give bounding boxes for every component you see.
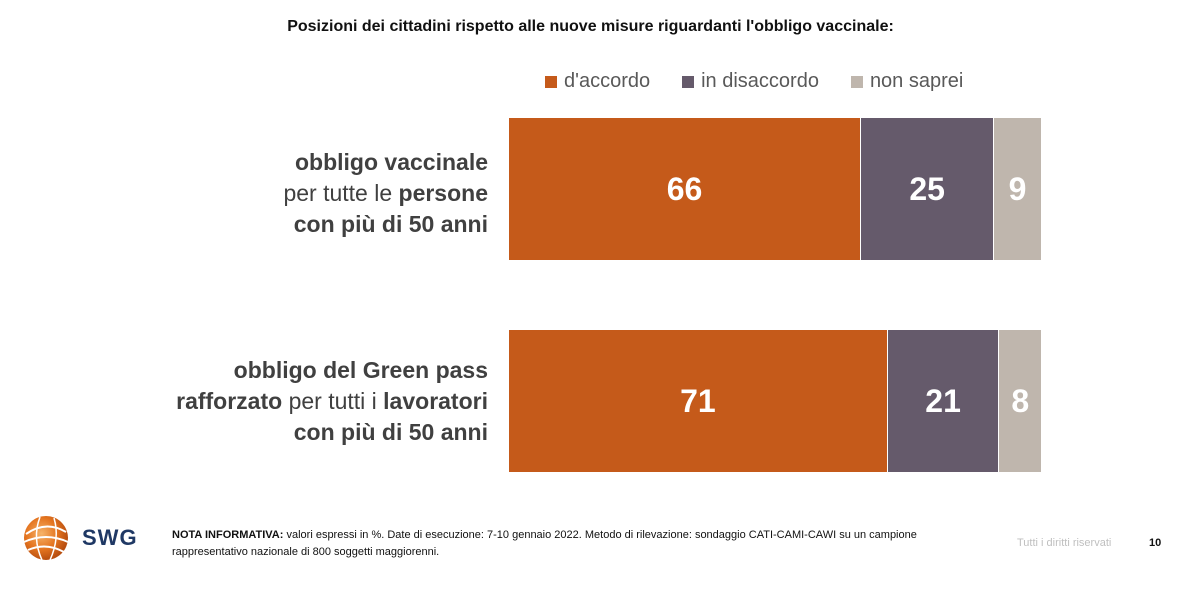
stacked-bar: 71 21 8 (509, 330, 1041, 472)
page-number: 10 (1149, 537, 1162, 549)
category-label-part: con più di 50 anni (293, 419, 488, 445)
category-label-line: rafforzato per tutti i lavoratori (48, 386, 488, 417)
bar-value-label: 9 (1008, 170, 1027, 207)
bar-value-label: 66 (666, 170, 703, 207)
category-label-part: per tutti i (282, 388, 384, 414)
category-label-line: per tutte le persone (48, 178, 488, 209)
legend-item: in disaccordo (682, 70, 819, 93)
category-label-part: rafforzato (176, 388, 283, 414)
legend-label: non saprei (869, 70, 964, 92)
legend-swatch (545, 75, 557, 88)
legend-swatch (682, 75, 695, 88)
category-label-line: obbligo vaccinale (48, 147, 488, 178)
bar-segment: 71 (509, 330, 887, 472)
category-label-part: persone (398, 180, 488, 206)
stacked-bar: 66 25 9 (509, 118, 1041, 260)
bar-segment: 8 (998, 330, 1041, 472)
category-label-line: obbligo del Green pass (48, 355, 488, 386)
footnote-label: NOTA INFORMATIVA: (172, 529, 284, 541)
legend-item: d'accordo (545, 70, 650, 93)
bar-segment: 21 (886, 330, 999, 472)
bar-value-label: 21 (925, 382, 961, 419)
rights-text: Tutti i diritti riservati (1017, 537, 1112, 549)
logo-text: SWG (82, 525, 138, 550)
swg-logo: SWG (18, 512, 138, 564)
bar-segment: 66 (509, 118, 861, 260)
bar-value-label: 71 (680, 382, 716, 419)
category-label-line: con più di 50 anni (48, 417, 488, 448)
bar-value-label: 8 (1011, 382, 1030, 419)
chart-title: Posizioni dei cittadini rispetto alle nu… (287, 18, 894, 35)
legend-swatch (850, 75, 863, 88)
legend-label: d'accordo (564, 70, 651, 92)
category-label-part: per tutte le (283, 180, 399, 206)
category-label-part: obbligo vaccinale (295, 149, 488, 175)
footnote-text: valori espressi in %. Date di esecuzione… (172, 529, 917, 558)
legend-label: in disaccordo (701, 70, 819, 92)
category-label: obbligo del Green pass rafforzato per tut… (48, 355, 488, 448)
category-label-part: obbligo del Green pass (233, 357, 488, 383)
globe-logo-icon (23, 516, 69, 561)
footnote: NOTA INFORMATIVA: valori espressi in %. … (172, 527, 952, 561)
bar-value-label: 25 (909, 170, 945, 207)
category-label-part: lavoratori (383, 388, 488, 414)
category-label-line: con più di 50 anni (48, 209, 488, 240)
category-label: obbligo vaccinale per tutte le persone con… (48, 147, 488, 240)
category-label-part: con più di 50 anni (293, 211, 488, 237)
chart-legend: d'accordo in disaccordo non saprei (545, 70, 963, 93)
bar-segment: 9 (993, 118, 1041, 260)
legend-item: non saprei (850, 70, 964, 93)
bar-segment: 25 (860, 118, 994, 260)
